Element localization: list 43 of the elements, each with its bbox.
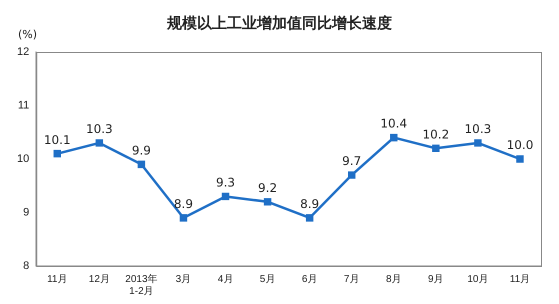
x-tick-label: 10月: [467, 274, 488, 285]
point: [348, 171, 356, 179]
data-label: 9.7: [342, 154, 362, 168]
y-tick-label: 12: [16, 46, 30, 58]
point: [264, 198, 272, 206]
data-label: 9.3: [216, 176, 236, 190]
x-tick-label: 4月: [218, 274, 234, 285]
x-tick-label: 6月: [302, 274, 318, 285]
data-label: 9.2: [258, 180, 278, 195]
data-label: 8.9: [300, 196, 320, 211]
data-label: 10.2: [422, 127, 450, 142]
point: [306, 214, 314, 222]
x-tick-label: 12月: [88, 274, 110, 285]
x-tick-label: 2013年 1-2月: [125, 272, 158, 297]
x-tick-label: 11月: [510, 274, 530, 285]
point: [432, 144, 440, 152]
point: [474, 139, 482, 147]
y-tick-label: 11: [18, 100, 30, 112]
point: [516, 155, 524, 163]
x-tick-label: 11月: [47, 274, 68, 285]
y-tick-label: 10: [16, 153, 30, 166]
x-tick-label: 3月: [176, 274, 192, 285]
data-label: 10.1: [44, 132, 71, 147]
data-label: 9.9: [132, 143, 151, 158]
point: [96, 139, 104, 147]
data-label: 10.3: [464, 122, 492, 136]
point: [138, 160, 146, 168]
point: [390, 134, 398, 142]
y-tick-label: 9: [23, 206, 30, 219]
point: [180, 214, 188, 222]
data-label: 10.3: [86, 122, 113, 136]
point: [54, 150, 61, 158]
x-tick-label: 8月: [386, 274, 402, 285]
x-tick-label: 5月: [260, 274, 276, 285]
y-tick-label: 8: [23, 260, 30, 272]
y-axis-title: (%): [18, 28, 38, 41]
data-label: 8.9: [174, 196, 194, 211]
chart-title: 规模以上工业增加值同比增长速度: [167, 14, 392, 32]
x-tick-label: 7月: [344, 274, 360, 285]
x-tick-label: 9月: [428, 274, 444, 285]
data-label: 10.4: [380, 116, 408, 131]
point: [222, 192, 230, 200]
data-label: 10.0: [506, 138, 534, 152]
